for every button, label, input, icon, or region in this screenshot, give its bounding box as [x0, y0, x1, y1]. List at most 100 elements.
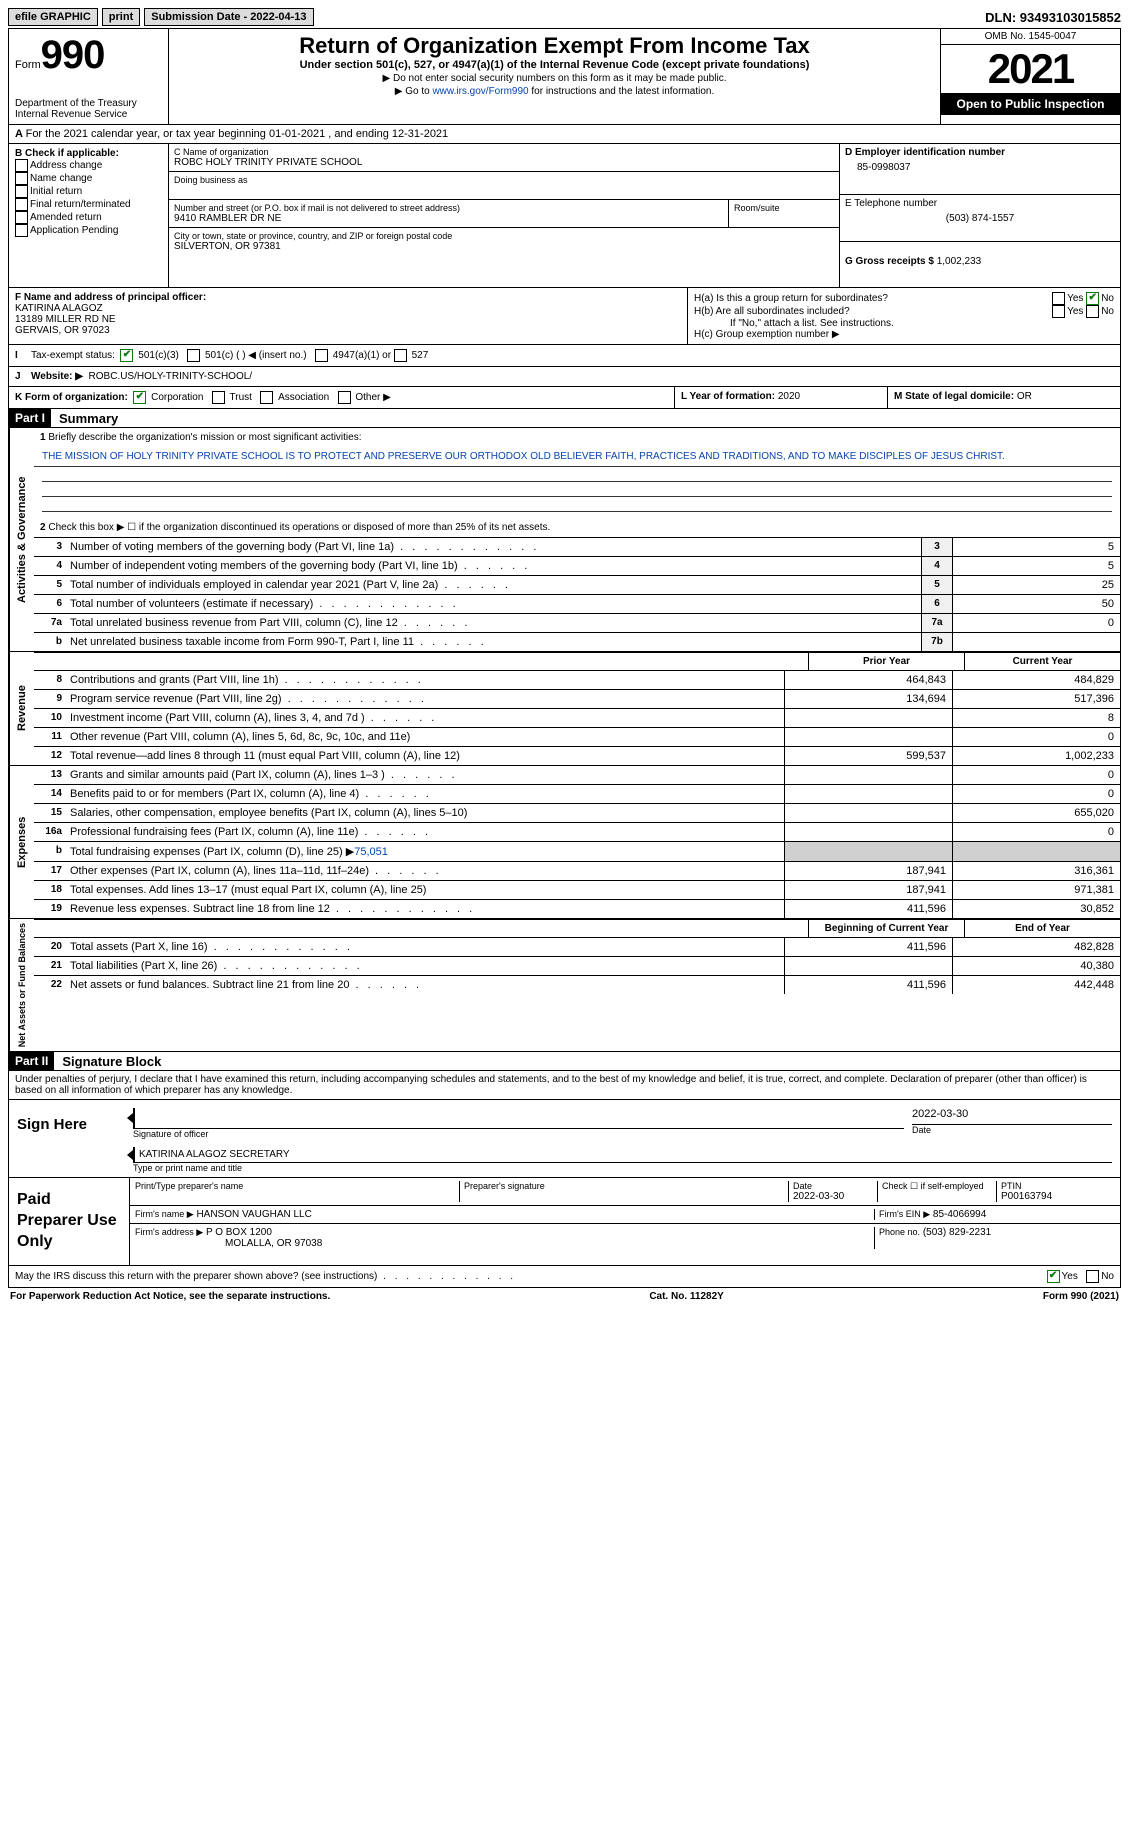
cat-number: Cat. No. 11282Y	[649, 1291, 723, 1302]
line7b-value	[952, 633, 1120, 651]
room-label: Room/suite	[734, 203, 834, 213]
officer-label: F Name and address of principal officer:	[15, 292, 206, 303]
state-domicile-value: OR	[1017, 391, 1032, 402]
org-name: ROBC HOLY TRINITY PRIVATE SCHOOL	[174, 157, 834, 168]
officer-name: KATIRINA ALAGOZ	[15, 303, 681, 314]
paperwork-notice: For Paperwork Reduction Act Notice, see …	[10, 1291, 330, 1302]
sig-date-value: 2022-03-30	[912, 1108, 1112, 1125]
year-formation-label: L Year of formation:	[681, 391, 775, 402]
open-to-public: Open to Public Inspection	[941, 93, 1120, 115]
website-label: Website: ▶	[31, 371, 83, 382]
website-value: ROBC.US/HOLY-TRINITY-SCHOOL/	[89, 371, 253, 382]
form-of-org-label: K Form of organization:	[15, 392, 128, 403]
gross-receipts-label: G Gross receipts $	[845, 256, 934, 267]
begin-year-header: Beginning of Current Year	[808, 920, 964, 937]
entity-info: B Check if applicable: Address change Na…	[8, 144, 1121, 288]
part1-title: Summary	[51, 411, 118, 426]
sig-officer-label: Signature of officer	[133, 1129, 904, 1139]
city-value: SILVERTON, OR 97381	[174, 241, 834, 252]
prior-year-header: Prior Year	[808, 653, 964, 670]
tax-year: 2021	[941, 45, 1120, 93]
firm-addr1: P O BOX 1200	[206, 1227, 272, 1238]
ptin-value: P00163794	[1001, 1191, 1111, 1202]
org-name-label: C Name of organization	[174, 147, 834, 157]
current-year-header: Current Year	[964, 653, 1120, 670]
submission-date-label: Submission Date - 2022-04-13	[144, 8, 313, 26]
sign-here-label: Sign Here	[9, 1100, 125, 1177]
officer-addr1: 13189 MILLER RD NE	[15, 314, 681, 325]
year-formation-value: 2020	[778, 391, 800, 402]
line4-value: 5	[952, 557, 1120, 575]
opt-501c3: 501(c)(3)	[138, 350, 179, 361]
cb-initial-return[interactable]: Initial return	[30, 186, 82, 197]
part1-number: Part I	[9, 409, 51, 427]
street-label: Number and street (or P.O. box if mail i…	[174, 203, 723, 213]
form-number: 990	[41, 33, 105, 77]
part2-number: Part II	[9, 1052, 54, 1070]
line6-value: 50	[952, 595, 1120, 613]
form-header: Form990 Department of the Treasury Inter…	[8, 28, 1121, 125]
firm-name: HANSON VAUGHAN LLC	[196, 1209, 311, 1220]
hb-label: H(b) Are all subordinates included?	[694, 306, 1052, 317]
efile-button[interactable]: efile GRAPHIC	[8, 8, 98, 26]
perjury-text: Under penalties of perjury, I declare th…	[8, 1071, 1121, 1100]
firm-phone: (503) 829-2231	[923, 1227, 991, 1238]
hb-note: If "No," attach a list. See instructions…	[694, 318, 1114, 329]
cb-name-change[interactable]: Name change	[30, 173, 92, 184]
hc-label: H(c) Group exemption number ▶	[694, 329, 1114, 340]
sig-date-label: Date	[912, 1125, 1112, 1135]
part2-title: Signature Block	[54, 1054, 161, 1069]
department-label: Department of the Treasury	[15, 98, 162, 109]
opt-527: 527	[412, 350, 429, 361]
ha-label: H(a) Is this a group return for subordin…	[694, 293, 1052, 304]
firm-ein: 85-4066994	[933, 1209, 986, 1220]
calendar-year-line: A For the 2021 calendar year, or tax yea…	[8, 125, 1121, 144]
netassets-label: Net Assets or Fund Balances	[9, 919, 34, 1051]
prep-date: 2022-03-30	[793, 1191, 873, 1202]
top-bar: efile GRAPHIC print Submission Date - 20…	[8, 8, 1121, 26]
instruction-ssn: ▶ Do not enter social security numbers o…	[175, 73, 934, 84]
irs-link[interactable]: www.irs.gov/Form990	[432, 86, 528, 97]
q1-label: Briefly describe the organization's miss…	[48, 432, 361, 443]
cb-amended-return[interactable]: Amended return	[30, 212, 102, 223]
instruction-link: ▶ Go to www.irs.gov/Form990 for instruct…	[175, 86, 934, 97]
q2-text: Check this box ▶ ☐ if the organization d…	[48, 522, 550, 533]
end-year-header: End of Year	[964, 920, 1120, 937]
cb-address-change[interactable]: Address change	[30, 160, 102, 171]
line3-value: 5	[952, 538, 1120, 556]
form-label: Form	[15, 59, 41, 71]
form-title: Return of Organization Exempt From Incom…	[175, 33, 934, 59]
opt-501c: 501(c) ( ) ◀ (insert no.)	[205, 350, 307, 361]
typed-name-label: Type or print name and title	[133, 1163, 1112, 1173]
officer-addr2: GERVAIS, OR 97023	[15, 325, 681, 336]
gross-receipts-value: 1,002,233	[937, 256, 982, 267]
city-label: City or town, state or province, country…	[174, 231, 834, 241]
dba-label: Doing business as	[174, 175, 834, 185]
form-subtitle: Under section 501(c), 527, or 4947(a)(1)…	[175, 59, 934, 71]
firm-addr2: MOLALLA, OR 97038	[135, 1238, 870, 1249]
form-footer: Form 990 (2021)	[1043, 1291, 1119, 1302]
paid-preparer-label: Paid Preparer Use Only	[9, 1178, 129, 1264]
cb-application-pending[interactable]: Application Pending	[30, 225, 118, 236]
phone-label: E Telephone number	[845, 198, 1115, 209]
revenue-label: Revenue	[9, 652, 34, 765]
officer-typed-name: KATIRINA ALAGOZ SECRETARY	[139, 1149, 1108, 1160]
activities-label: Activities & Governance	[9, 428, 34, 651]
mission-text: THE MISSION OF HOLY TRINITY PRIVATE SCHO…	[34, 447, 1120, 467]
cb-final-return[interactable]: Final return/terminated	[30, 199, 131, 210]
self-employed-check[interactable]: Check ☐ if self-employed	[878, 1181, 997, 1202]
line7a-value: 0	[952, 614, 1120, 632]
irs-label: Internal Revenue Service	[15, 109, 162, 120]
omb-number: OMB No. 1545-0047	[941, 29, 1120, 45]
ein-label: D Employer identification number	[845, 147, 1005, 158]
dln-label: DLN: 93493103015852	[985, 10, 1121, 25]
print-button[interactable]: print	[102, 8, 140, 26]
ein-value: 85-0998037	[845, 158, 1115, 173]
state-domicile-label: M State of legal domicile:	[894, 391, 1014, 402]
tax-exempt-label: Tax-exempt status:	[31, 350, 115, 361]
street-address: 9410 RAMBLER DR NE	[174, 213, 723, 224]
phone-value: (503) 874-1557	[845, 209, 1115, 224]
discuss-question: May the IRS discuss this return with the…	[15, 1271, 377, 1282]
opt-4947: 4947(a)(1) or	[333, 350, 391, 361]
expenses-label: Expenses	[9, 766, 34, 918]
